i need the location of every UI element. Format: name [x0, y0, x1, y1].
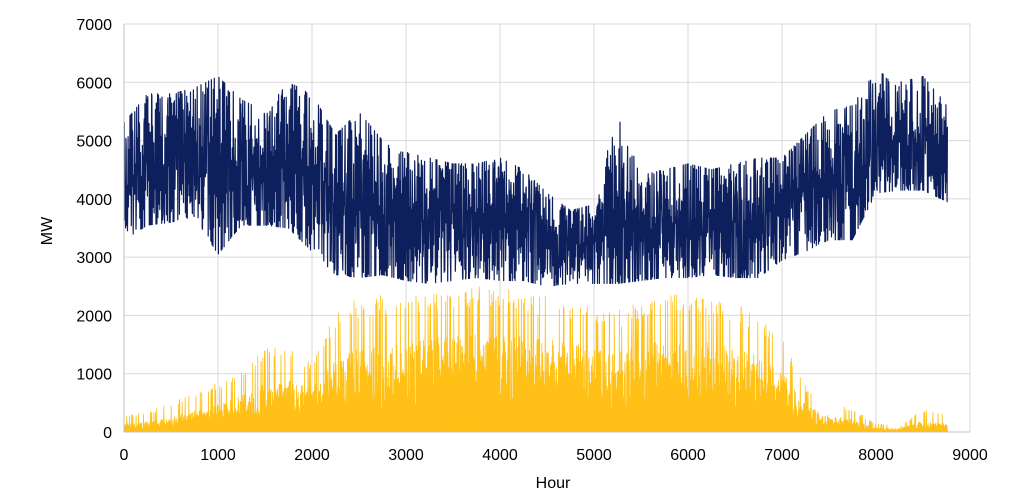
x-tick-label: 7000 [764, 447, 800, 464]
y-tick-label: 7000 [76, 17, 112, 34]
x-tick-label: 4000 [482, 447, 518, 464]
x-tick-label: 3000 [388, 447, 424, 464]
axes: 0 1000 2000 3000 4000 5000 6000 7000 0 1000 2000 30… [76, 17, 987, 464]
x-axis-title: Hour [536, 475, 571, 492]
y-tick-label: 0 [103, 425, 112, 442]
y-tick-label: 6000 [76, 75, 112, 92]
x-tick-label: 0 [120, 447, 129, 464]
y-tick-label: 1000 [76, 367, 112, 384]
x-tick-label: 5000 [576, 447, 612, 464]
y-tick-label: 4000 [76, 192, 112, 209]
x-tick-label: 2000 [294, 447, 330, 464]
x-tick-label: 9000 [952, 447, 988, 464]
series-area-solar [123, 286, 948, 433]
series-layer [123, 73, 949, 433]
y-tick-label: 2000 [76, 308, 112, 325]
y-tick-label: 3000 [76, 250, 112, 267]
y-tick-label: 5000 [76, 134, 112, 151]
x-tick-label: 6000 [670, 447, 706, 464]
x-tick-label: 1000 [200, 447, 236, 464]
x-tick-label: 8000 [858, 447, 894, 464]
series-line-demand [123, 73, 949, 286]
y-axis-title: MW [39, 216, 56, 245]
